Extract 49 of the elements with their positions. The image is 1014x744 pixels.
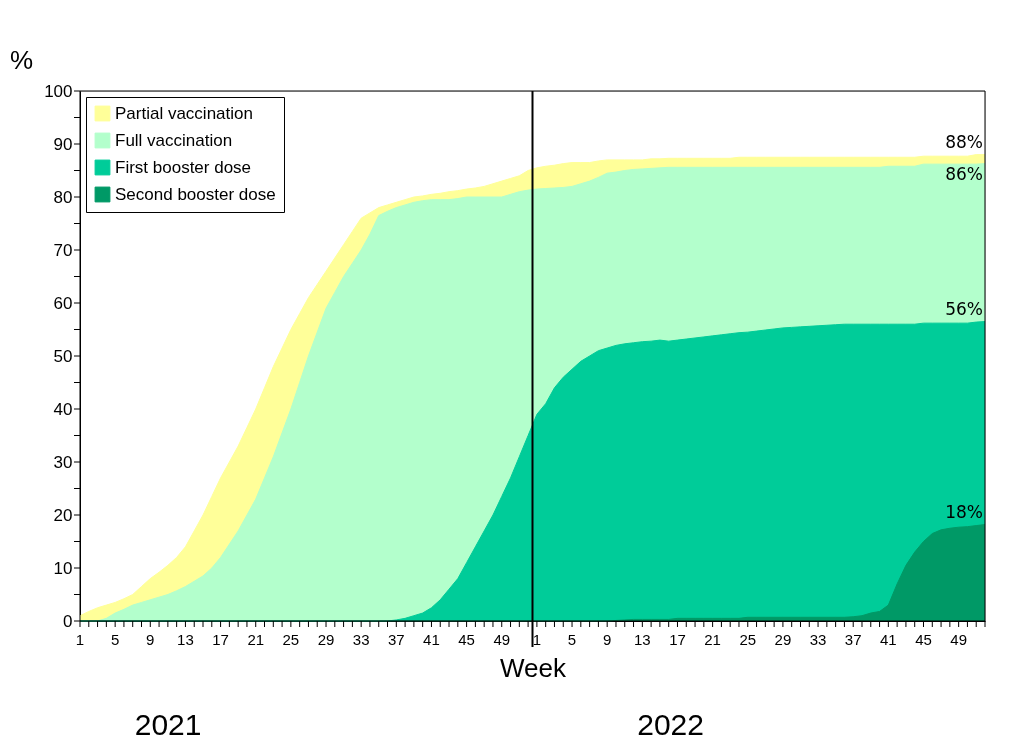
x-tick-label: 37 — [844, 631, 862, 648]
x-tick-label: 17 — [669, 631, 686, 648]
legend-label: Partial vaccination — [115, 103, 253, 123]
y-tick-label: 60 — [53, 293, 73, 313]
legend-label: First booster dose — [115, 157, 252, 177]
x-tick-label: 5 — [567, 631, 577, 648]
x-tick-label: 41 — [423, 631, 440, 648]
y-tick-label: 0 — [63, 611, 73, 631]
x-tick-label: 41 — [880, 631, 897, 648]
x-tick-label: 21 — [247, 631, 265, 648]
annotation: 18% — [945, 501, 983, 522]
x-tick-label: 33 — [352, 631, 370, 648]
x-tick-label: 49 — [493, 631, 511, 648]
annotation: 86% — [945, 163, 983, 184]
y-tick-label: 100 — [44, 81, 73, 101]
x-tick-label: 5 — [110, 631, 120, 648]
annotation: 88% — [945, 131, 983, 152]
x-tick-label: 1 — [532, 631, 542, 648]
text: 2022 — [637, 708, 704, 741]
x-tick-label: 37 — [387, 631, 405, 648]
x-tick-label: 1 — [75, 631, 85, 648]
x-tick-label: 17 — [212, 631, 229, 648]
y-tick-label: 40 — [53, 399, 73, 419]
text: 2021 — [134, 708, 202, 741]
y-tick-label: 20 — [53, 505, 73, 525]
x-tick-label: 25 — [282, 631, 300, 648]
x-tick-label: 25 — [739, 631, 757, 648]
x-tick-label: 13 — [177, 631, 194, 648]
x-tick-label: 9 — [146, 631, 155, 648]
annotation: 56% — [945, 298, 983, 319]
x-tick-label: 9 — [603, 631, 612, 648]
x-tick-label: 13 — [633, 631, 651, 648]
x-tick-label: 45 — [915, 631, 932, 648]
y-tick-label: 90 — [53, 134, 73, 154]
legend-label: Full vaccination — [115, 130, 233, 150]
y-tick-label: 70 — [53, 240, 73, 260]
x-tick-label: 29 — [774, 631, 792, 648]
x-tick-label: 21 — [704, 631, 721, 648]
y-tick-label: 30 — [53, 452, 73, 472]
x-tick-label: 33 — [809, 631, 827, 648]
legend-label: Second booster dose — [115, 184, 276, 204]
x-axis-title: Week — [500, 652, 567, 683]
y-tick-label: 10 — [53, 558, 73, 578]
x-tick-label: 49 — [950, 631, 967, 648]
y-tick-label: 80 — [53, 187, 73, 207]
x-tick-label: 45 — [458, 631, 475, 648]
y-tick-label: 50 — [53, 346, 73, 366]
x-tick-label: 29 — [317, 631, 335, 648]
y-axis-title: % — [10, 45, 34, 75]
